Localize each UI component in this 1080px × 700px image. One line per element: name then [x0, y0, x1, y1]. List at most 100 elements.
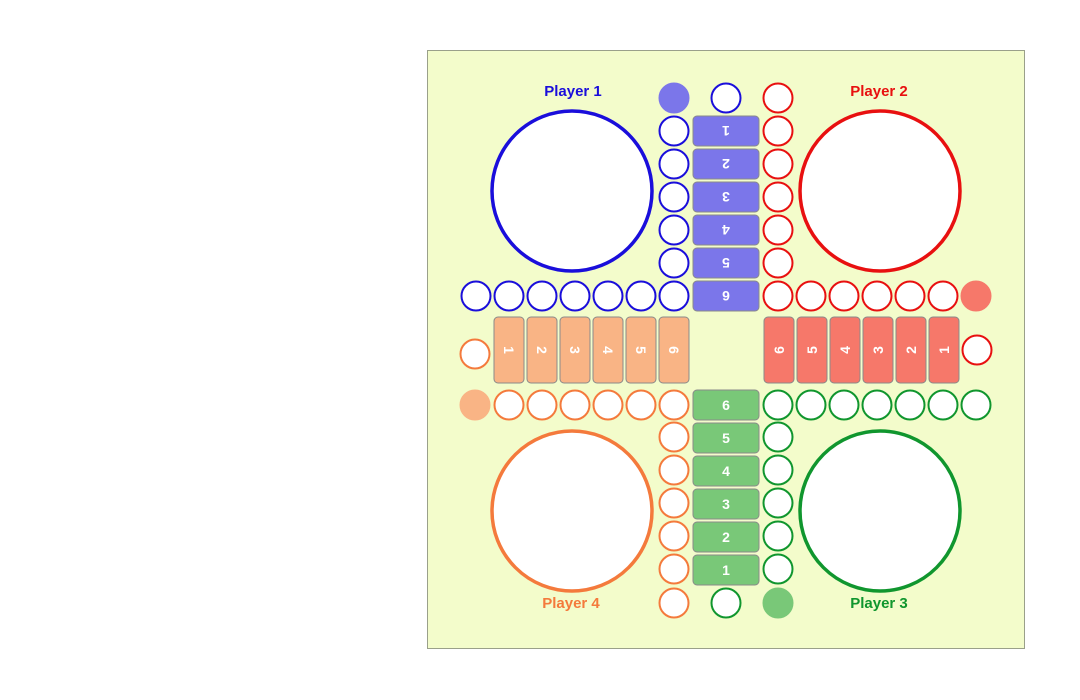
player-4-label: Player 4: [542, 595, 600, 612]
home-lane-slot-p2[interactable]: [928, 316, 960, 384]
home-lane-slot-p3[interactable]: [692, 422, 760, 454]
track-field[interactable]: [658, 389, 690, 421]
board-graphics: 1 2 3 4 5 6 1 2 3 4 5 6 1 2 3 4 5 6 1 2 3 4 5 6: [459, 82, 993, 619]
home-lane-slot-p1[interactable]: [692, 115, 760, 147]
track-field[interactable]: [493, 389, 525, 421]
track-field[interactable]: [493, 280, 525, 312]
game-board: Player 1 Player 2 Player 3 Player 4 1 2 3 4…: [427, 50, 1025, 649]
track-field[interactable]: [710, 82, 742, 114]
track-field[interactable]: [828, 389, 860, 421]
home-lane-slot-p3[interactable]: [692, 521, 760, 553]
track-field[interactable]: [795, 389, 827, 421]
home-lane-number: 6: [722, 288, 730, 304]
track-field[interactable]: [762, 214, 794, 246]
home-lane-number: 6: [771, 346, 787, 354]
home-lane-slot-p1[interactable]: [692, 280, 760, 312]
track-field[interactable]: [762, 148, 794, 180]
home-lane-slot-p1[interactable]: [692, 181, 760, 213]
home-lane-slot-p3[interactable]: [692, 554, 760, 586]
track-field[interactable]: [658, 148, 690, 180]
home-lane-slot-p4[interactable]: [658, 316, 690, 384]
track-field[interactable]: [658, 421, 690, 453]
track-field[interactable]: [861, 389, 893, 421]
track-field[interactable]: [762, 389, 794, 421]
track-field[interactable]: [460, 280, 492, 312]
track-field[interactable]: [526, 389, 558, 421]
track-field[interactable]: [927, 389, 959, 421]
track-field[interactable]: [559, 280, 591, 312]
home-lane-slot-p4[interactable]: [592, 316, 624, 384]
track-field[interactable]: [459, 338, 491, 370]
home-lane-number: 4: [837, 346, 853, 354]
track-field[interactable]: [762, 181, 794, 213]
home-lane-slot-p1[interactable]: [692, 247, 760, 279]
home-lane-slot-p3[interactable]: [692, 455, 760, 487]
track-field[interactable]: [710, 587, 742, 619]
track-field[interactable]: [625, 280, 657, 312]
track-field[interactable]: [828, 280, 860, 312]
home-lane-slot-p4[interactable]: [559, 316, 591, 384]
home-base-p3[interactable]: [798, 429, 962, 593]
track-field[interactable]: [762, 115, 794, 147]
home-lane-slot-p2[interactable]: [796, 316, 828, 384]
home-lane-number: 2: [722, 529, 730, 545]
home-base-p4[interactable]: [490, 429, 654, 593]
track-field[interactable]: [658, 181, 690, 213]
track-field[interactable]: [658, 214, 690, 246]
track-field[interactable]: [658, 520, 690, 552]
track-field[interactable]: [658, 115, 690, 147]
track-field[interactable]: [559, 389, 591, 421]
track-field[interactable]: [762, 454, 794, 486]
track-field[interactable]: [526, 280, 558, 312]
home-lane-number: 1: [722, 123, 730, 139]
start-field-p1[interactable]: [658, 82, 690, 114]
home-lane-number: 4: [722, 463, 730, 479]
player-1-label: Player 1: [544, 83, 602, 100]
home-lane-slot-p2[interactable]: [763, 316, 795, 384]
track-field[interactable]: [625, 389, 657, 421]
home-lane-number: 3: [567, 346, 583, 354]
home-lane-slot-p3[interactable]: [692, 488, 760, 520]
track-field[interactable]: [795, 280, 827, 312]
home-base-p1[interactable]: [490, 109, 654, 273]
start-field-p2[interactable]: [960, 280, 992, 312]
track-field[interactable]: [961, 334, 993, 366]
home-lane-slot-p4[interactable]: [493, 316, 525, 384]
track-field[interactable]: [894, 389, 926, 421]
track-field[interactable]: [658, 587, 690, 619]
track-field[interactable]: [658, 280, 690, 312]
start-field-p4[interactable]: [459, 389, 491, 421]
track-field[interactable]: [762, 280, 794, 312]
home-lane-slot-p1[interactable]: [692, 214, 760, 246]
track-field[interactable]: [658, 487, 690, 519]
track-field[interactable]: [927, 280, 959, 312]
track-field[interactable]: [658, 454, 690, 486]
track-field[interactable]: [762, 82, 794, 114]
track-field[interactable]: [762, 520, 794, 552]
track-field[interactable]: [658, 553, 690, 585]
home-lane-number: 2: [903, 346, 919, 354]
start-field-p3[interactable]: [762, 587, 794, 619]
home-lane-slot-p2[interactable]: [829, 316, 861, 384]
track-field[interactable]: [762, 247, 794, 279]
home-lane-number: 2: [534, 346, 550, 354]
track-field[interactable]: [762, 553, 794, 585]
track-field[interactable]: [894, 280, 926, 312]
home-lane-slot-p3[interactable]: [692, 389, 760, 421]
track-field[interactable]: [762, 487, 794, 519]
home-base-p2[interactable]: [798, 109, 962, 273]
track-field[interactable]: [592, 389, 624, 421]
track-field[interactable]: [658, 247, 690, 279]
home-lane-number: 4: [600, 346, 616, 354]
track-field[interactable]: [762, 421, 794, 453]
home-lane-number: 5: [633, 346, 649, 354]
track-field[interactable]: [861, 280, 893, 312]
home-lane-slot-p2[interactable]: [895, 316, 927, 384]
track-field[interactable]: [960, 389, 992, 421]
home-lane-slot-p4[interactable]: [625, 316, 657, 384]
track-field[interactable]: [592, 280, 624, 312]
home-lane-slot-p2[interactable]: [862, 316, 894, 384]
player-2-label: Player 2: [850, 83, 908, 100]
home-lane-slot-p1[interactable]: [692, 148, 760, 180]
home-lane-slot-p4[interactable]: [526, 316, 558, 384]
